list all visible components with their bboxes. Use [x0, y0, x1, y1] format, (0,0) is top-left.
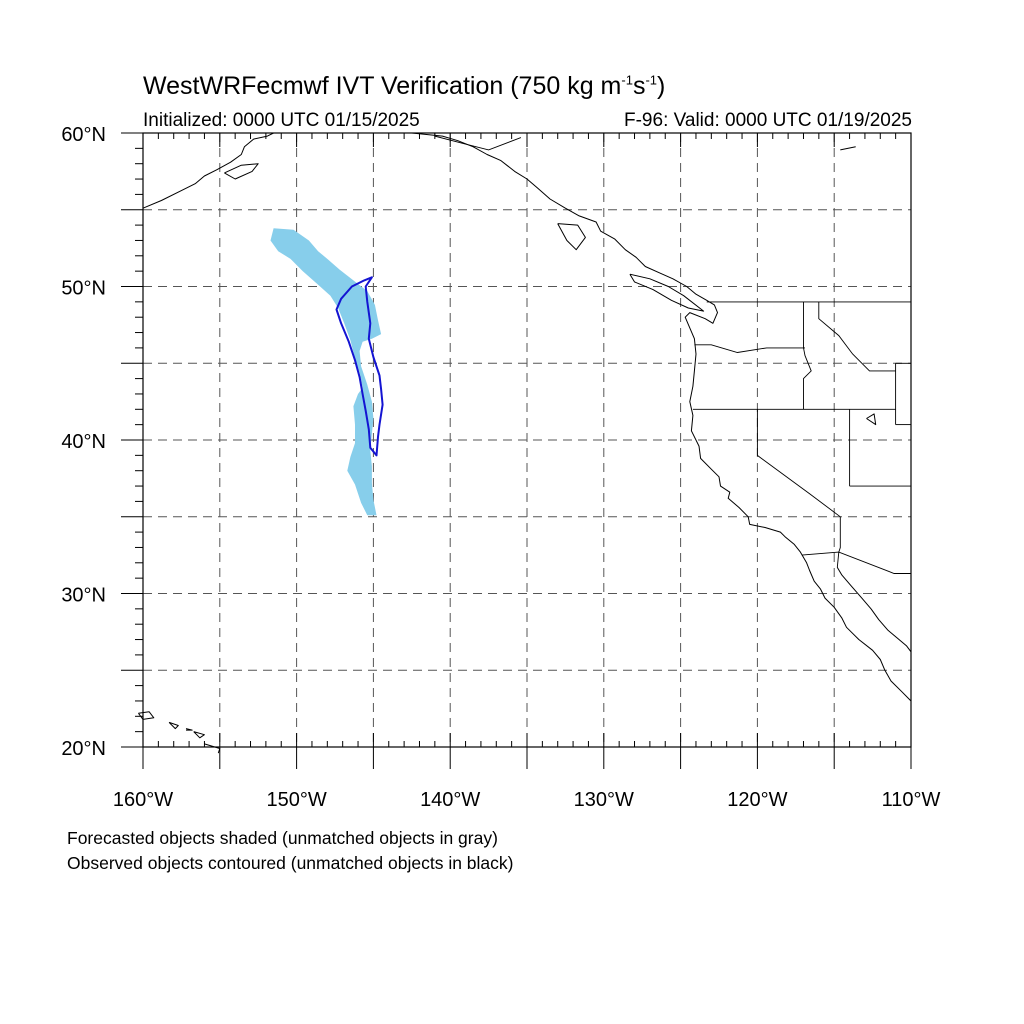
lon-tick-label: 140°W [420, 789, 480, 811]
north-america-coastline [373, 132, 912, 702]
hawaii-island-outline [193, 731, 205, 739]
init-time-label: Initialized: 0000 UTC 01/15/2025 [143, 110, 420, 131]
observed-note: Observed objects contoured (unmatched ob… [67, 853, 514, 873]
coastlines [137, 132, 912, 754]
border-line [756, 409, 841, 518]
hawaii-island-outline [204, 743, 221, 754]
map-frame [121, 132, 912, 769]
vancouver-island-outline [629, 273, 705, 312]
border-line [818, 301, 896, 372]
lat-tick-label: 20°N [61, 738, 106, 760]
axis-labels: 160°W 150°W 140°W 130°W 120°W 110°W 60°N 50°N 40… [61, 124, 940, 811]
lon-tick-label: 150°W [266, 789, 326, 811]
lon-tick-label: 120°W [727, 789, 787, 811]
lat-tick-label: 60°N [61, 124, 106, 146]
observed-object-contour [335, 276, 384, 457]
ivt-objects [270, 228, 384, 516]
hawaii-island-outline [168, 721, 179, 730]
title-sup-2: -1 [645, 72, 657, 88]
title-mid: s [632, 72, 646, 100]
lake-outline [866, 413, 877, 426]
border-line [434, 133, 522, 151]
border-line [803, 301, 812, 410]
kodiak-island-outline [224, 163, 259, 180]
forecast-object-shaded [270, 228, 382, 516]
title-sup-1: -1 [621, 72, 633, 88]
political-borders [434, 133, 911, 574]
lon-tick-label: 130°W [574, 789, 634, 811]
title-end: ) [657, 72, 666, 100]
lat-tick-label: 50°N [61, 278, 106, 300]
alaska-coastline [142, 132, 274, 209]
valid-time-label: F-96: Valid: 0000 UTC 01/19/2025 [624, 110, 912, 131]
title-main: WestWRFecmwf IVT Verification (750 kg m [143, 72, 622, 100]
hawaii-island-outline [185, 728, 193, 731]
gulf-of-california-coastline [836, 567, 912, 653]
haida-gwaii-outline [557, 223, 586, 251]
lat-tick-label: 30°N [61, 585, 106, 607]
border-line [801, 551, 911, 574]
gridlines [143, 133, 911, 747]
border-line [838, 516, 841, 553]
border-line [836, 552, 840, 568]
legend-notes: Forecasted objects shaded (unmatched obj… [67, 826, 514, 876]
lon-tick-label: 160°W [113, 789, 173, 811]
lon-tick-label: 110°W [882, 789, 941, 811]
forecast-note: Forecasted objects shaded (unmatched obj… [67, 828, 498, 848]
lat-tick-label: 40°N [61, 431, 106, 453]
chart-title: WestWRFecmwf IVT Verification (750 kg m-… [143, 72, 665, 101]
lake-outline [840, 146, 856, 151]
border-line [694, 344, 805, 353]
hawaii-island-outline [137, 711, 155, 720]
